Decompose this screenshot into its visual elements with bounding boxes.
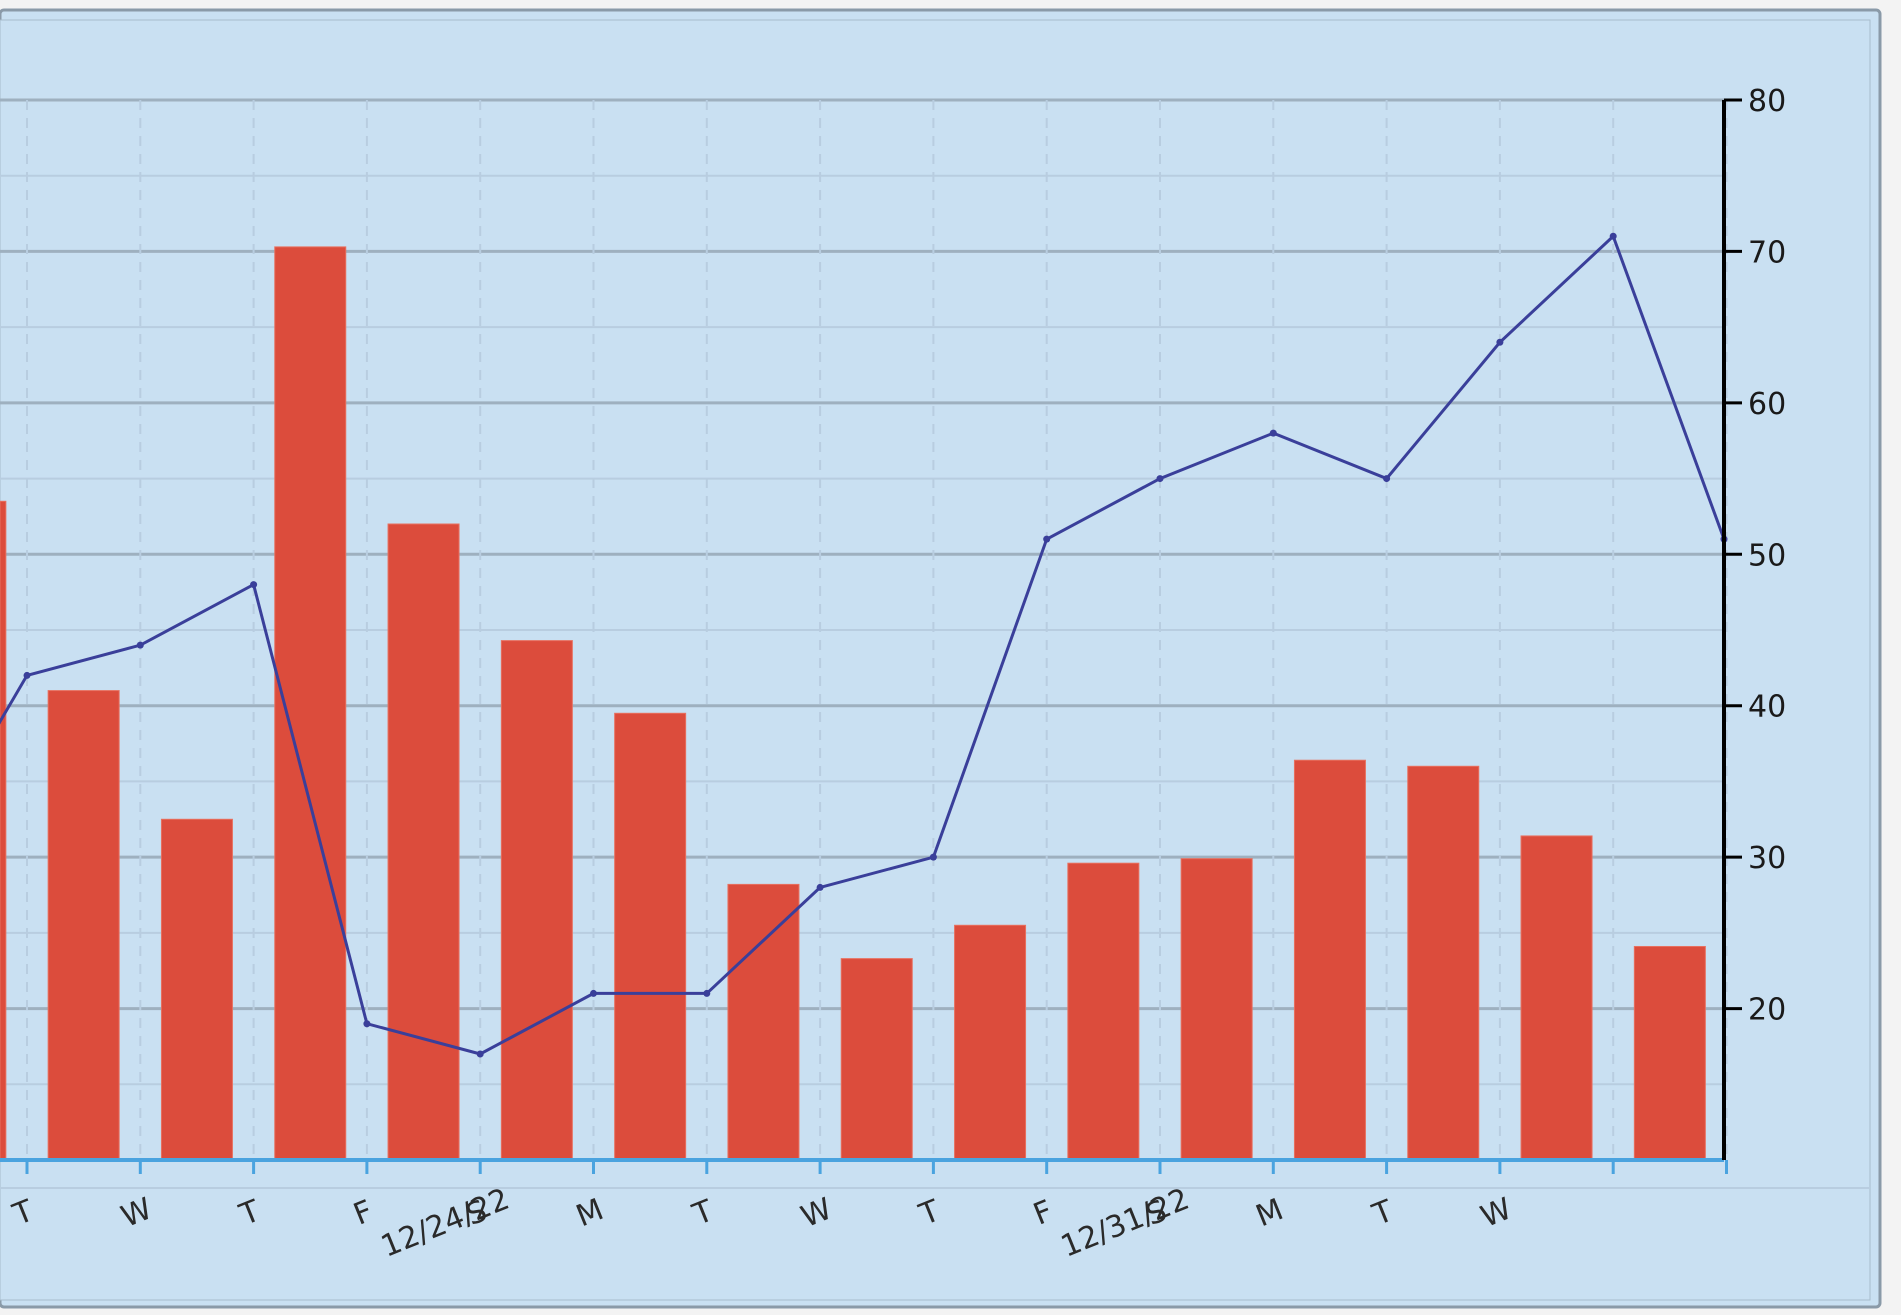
- bar: [0, 500, 7, 1161]
- line-point: [1496, 338, 1504, 346]
- line-point: [929, 853, 937, 861]
- line-point: [703, 989, 711, 997]
- line-point: [590, 989, 597, 997]
- bar: [1633, 945, 1706, 1161]
- bar: [727, 883, 800, 1161]
- bar-series: [0, 246, 1706, 1161]
- line-point: [363, 1020, 371, 1028]
- line-point: [1156, 475, 1164, 483]
- y-tick-label: 70: [1748, 235, 1786, 270]
- line-point: [1269, 429, 1277, 437]
- line-point: [23, 671, 31, 679]
- bar: [387, 523, 460, 1161]
- line-point: [136, 641, 144, 649]
- line-point: [1383, 475, 1391, 483]
- y-tick-label: 30: [1748, 841, 1786, 876]
- bar: [840, 958, 913, 1161]
- bar: [954, 924, 1027, 1161]
- bar: [1520, 835, 1593, 1161]
- line-point: [476, 1050, 484, 1058]
- y-tick-label: 40: [1748, 690, 1786, 725]
- y-tick-label: 80: [1748, 84, 1786, 119]
- bar: [47, 690, 120, 1161]
- line-point: [250, 581, 258, 589]
- bar: [274, 246, 347, 1161]
- bar: [1293, 759, 1366, 1161]
- bar: [160, 818, 233, 1161]
- bar: [1180, 858, 1253, 1161]
- bar: [500, 640, 573, 1161]
- axes: [0, 98, 1742, 1174]
- line-point: [816, 883, 824, 891]
- line-point: [1609, 232, 1617, 240]
- bar: [614, 712, 687, 1161]
- bar: [1067, 862, 1140, 1161]
- y-tick-label: 20: [1748, 993, 1786, 1028]
- bar: [1407, 765, 1480, 1161]
- y-tick-label: 60: [1748, 387, 1786, 422]
- y-tick-label: 50: [1748, 538, 1786, 573]
- line-point: [1043, 535, 1051, 543]
